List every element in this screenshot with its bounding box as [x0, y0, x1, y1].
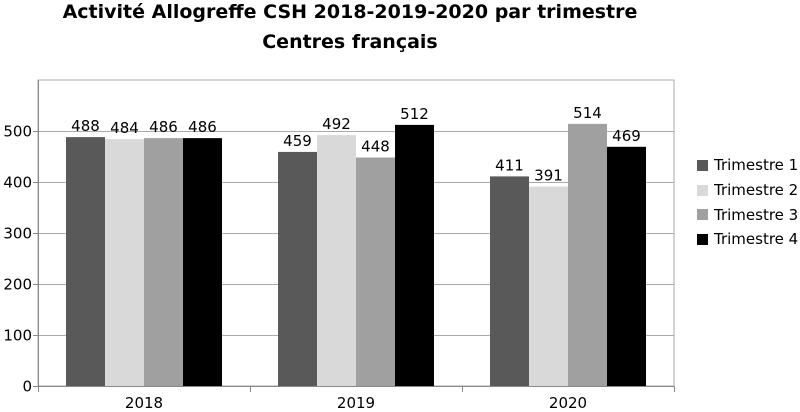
y-tick-label: 400 — [3, 174, 32, 192]
chart-subtitle: Centres français — [262, 31, 438, 53]
bar — [317, 135, 356, 386]
bar — [183, 138, 222, 386]
bar — [356, 157, 395, 386]
bar — [105, 139, 144, 386]
x-tick-label: 2018 — [125, 394, 163, 412]
bar — [395, 124, 434, 386]
y-tick-label: 500 — [3, 123, 32, 141]
data-label: 486 — [149, 118, 178, 136]
data-label: 411 — [495, 156, 524, 174]
bar — [607, 146, 646, 386]
bar — [278, 151, 317, 386]
data-label: 391 — [534, 167, 563, 185]
legend-label: Trimestre 1 — [714, 156, 799, 175]
data-label: 512 — [400, 105, 429, 123]
data-label: 488 — [71, 117, 100, 135]
legend-label: Trimestre 2 — [714, 181, 799, 200]
y-tick-label: 300 — [3, 225, 32, 243]
data-label: 448 — [361, 138, 390, 156]
data-label: 484 — [110, 119, 139, 137]
y-tick-label: 0 — [22, 378, 32, 396]
legend-swatch — [697, 233, 708, 245]
data-label: 492 — [322, 115, 351, 133]
bar — [490, 176, 529, 386]
legend-item-trimestre-3: Trimestre 3 — [697, 202, 798, 227]
bar — [144, 138, 183, 386]
data-label: 486 — [188, 118, 217, 136]
legend-swatch — [697, 184, 708, 196]
y-tick-label: 200 — [3, 276, 32, 294]
legend-item-trimestre-4: Trimestre 4 — [697, 227, 798, 252]
x-tick-label: 2020 — [549, 394, 587, 412]
legend-item-trimestre-2: Trimestre 2 — [697, 178, 798, 203]
chart-title: Activité Allogreffe CSH 2018-2019-2020 p… — [62, 1, 638, 23]
y-tick-label: 100 — [3, 327, 32, 345]
bar — [529, 186, 568, 386]
data-label: 469 — [612, 127, 641, 145]
bar — [568, 123, 607, 387]
legend: Trimestre 1 Trimestre 2 Trimestre 3 Trim… — [697, 153, 798, 252]
legend-swatch — [697, 209, 708, 221]
legend-swatch — [697, 159, 708, 171]
data-label: 514 — [573, 104, 602, 122]
legend-label: Trimestre 3 — [714, 205, 799, 224]
legend-label: Trimestre 4 — [714, 230, 799, 249]
bar — [66, 137, 105, 386]
legend-item-trimestre-1: Trimestre 1 — [697, 153, 798, 178]
x-tick-label: 2019 — [337, 394, 375, 412]
data-label: 459 — [283, 132, 312, 150]
